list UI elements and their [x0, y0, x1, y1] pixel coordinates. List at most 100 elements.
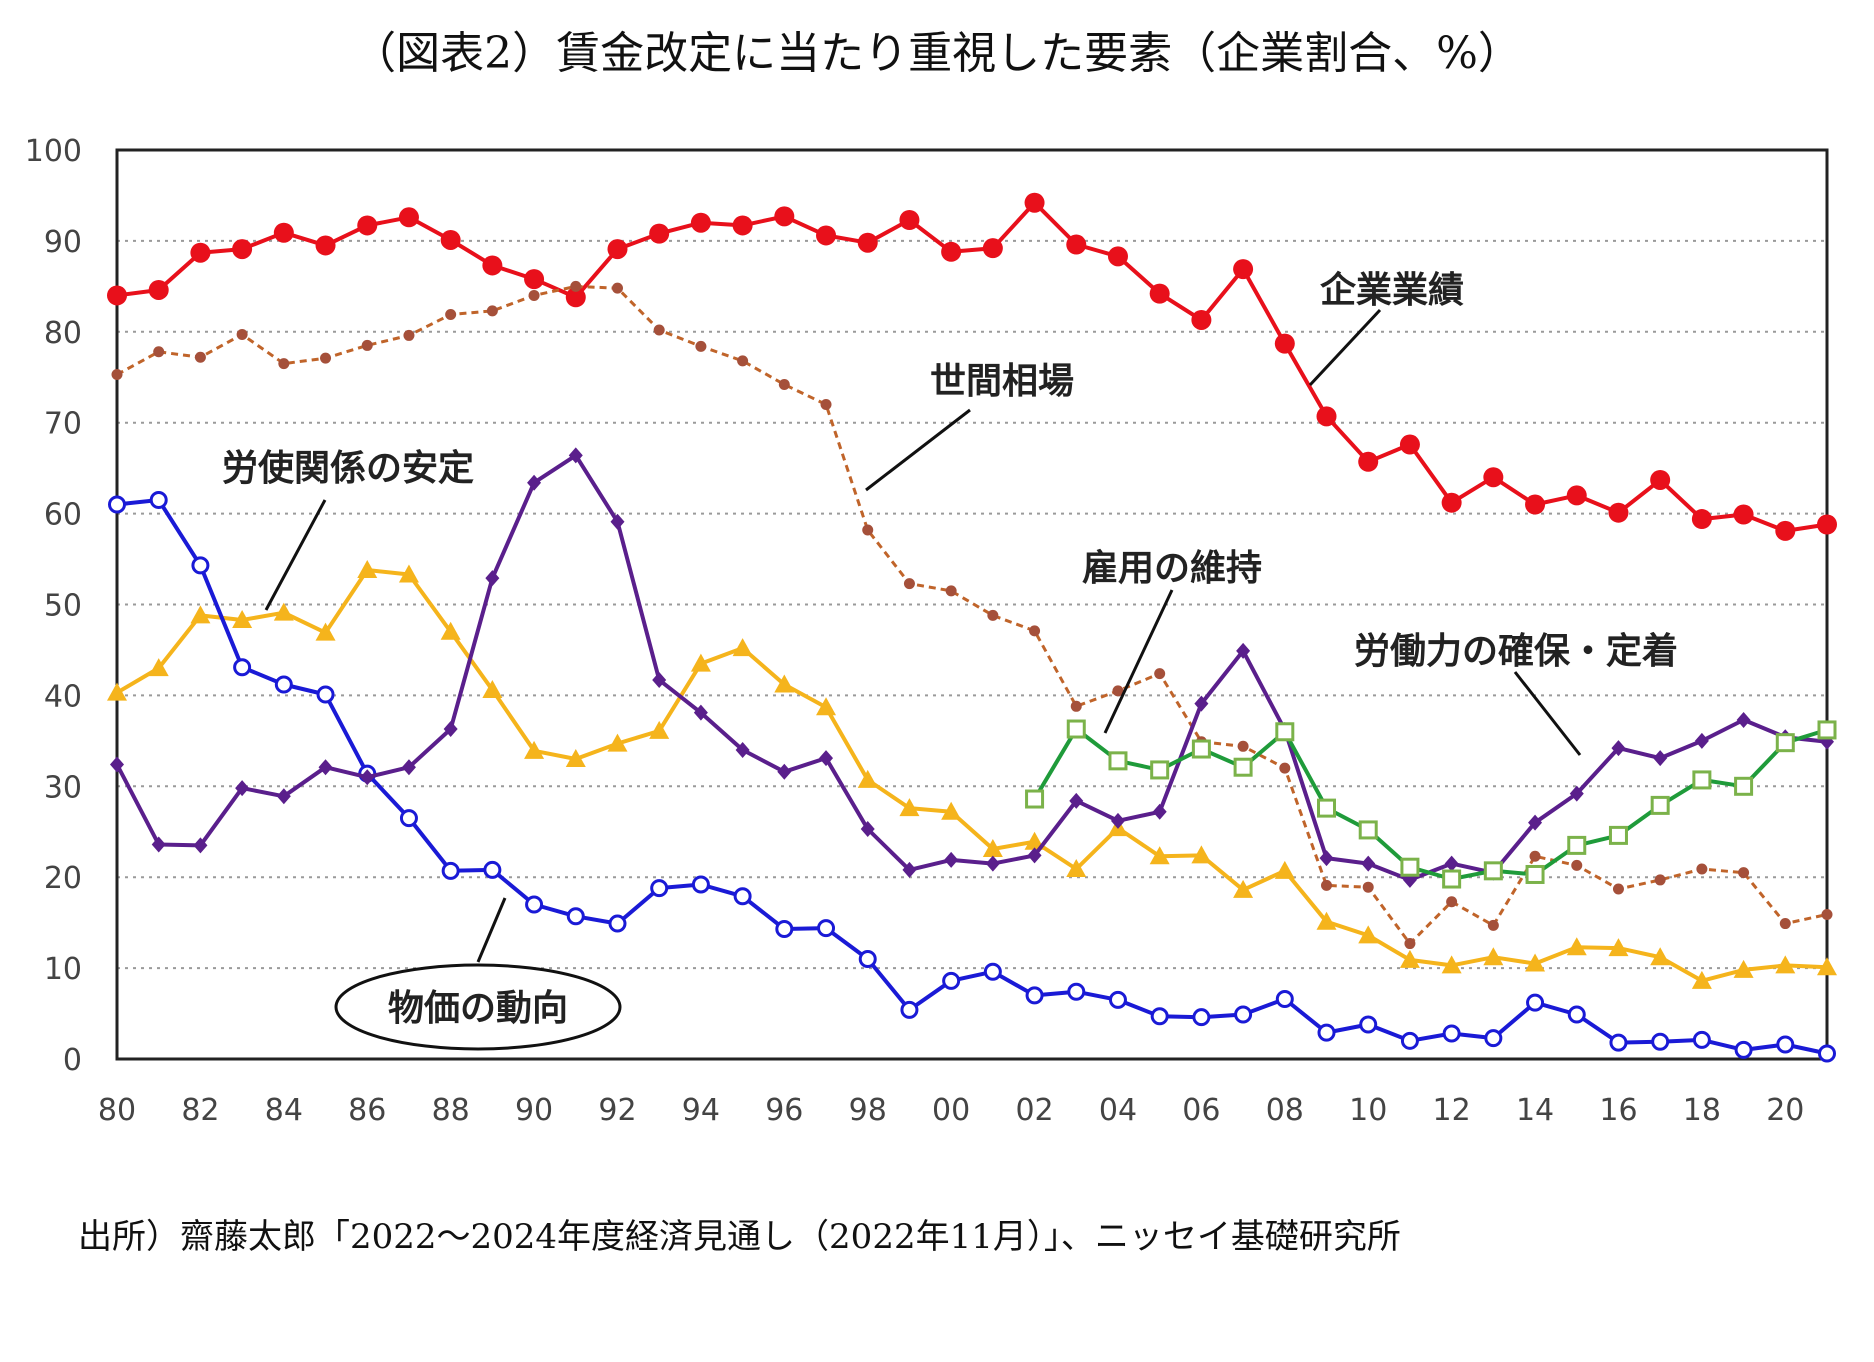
data-point [1317, 1023, 1336, 1042]
data-point [1321, 879, 1333, 891]
x-tick-label: 00 [932, 1093, 970, 1128]
data-point [1651, 1032, 1670, 1051]
x-tick-label: 18 [1683, 1093, 1721, 1128]
series-3 [108, 490, 1836, 1063]
data-point [193, 837, 208, 854]
data-point [1733, 504, 1754, 525]
data-point [276, 788, 291, 805]
data-point [278, 358, 290, 370]
x-tick-label: 06 [1182, 1093, 1220, 1128]
data-point [1650, 795, 1670, 815]
data-point [1525, 953, 1546, 972]
data-point [107, 285, 127, 306]
data-point [318, 759, 333, 776]
leader-line-kigyo-gyoseki [1308, 308, 1382, 387]
data-point [528, 289, 540, 301]
data-point [1108, 751, 1128, 771]
data-point [816, 225, 837, 246]
data-point [1399, 949, 1420, 968]
data-point [1733, 959, 1754, 978]
data-point [1194, 695, 1209, 712]
data-point [1441, 955, 1462, 974]
data-point [1650, 469, 1671, 490]
data-point [985, 855, 1000, 872]
data-point [816, 697, 837, 716]
x-tick-label: 10 [1349, 1093, 1387, 1128]
label-roshi-kankei: 労使関係の安定 [222, 448, 474, 489]
data-point [1070, 700, 1082, 712]
data-point [1275, 990, 1294, 1009]
data-point [357, 215, 378, 236]
data-point [233, 658, 252, 677]
data-point [1775, 520, 1796, 541]
data-point [1279, 762, 1291, 774]
data-point [1316, 911, 1337, 930]
label-bukka: 物価の動向 [388, 988, 568, 1029]
data-point [1817, 720, 1837, 740]
data-point [649, 720, 670, 739]
data-point [1691, 509, 1712, 530]
data-point [111, 369, 123, 381]
data-point [1112, 685, 1124, 697]
data-point [1024, 831, 1045, 850]
data-point [1529, 850, 1541, 862]
data-point [774, 206, 795, 227]
data-point [1110, 812, 1125, 829]
data-point [1069, 792, 1084, 809]
data-point [857, 769, 878, 788]
data-point [862, 524, 874, 536]
data-point [1442, 1024, 1461, 1043]
x-tick-label: 98 [849, 1093, 887, 1128]
label-rodoryoku: 労働力の確保・定着 [1354, 631, 1678, 672]
data-point [1400, 857, 1420, 877]
data-point [649, 223, 670, 244]
bukka-label-ellipse [334, 963, 622, 1051]
data-point [695, 340, 707, 352]
data-point [982, 238, 1003, 259]
data-point [1483, 947, 1504, 966]
data-point [1108, 990, 1127, 1009]
data-point [1736, 711, 1751, 728]
data-point [440, 229, 461, 250]
data-point [652, 671, 667, 688]
data-point [1316, 406, 1337, 427]
data-point [1567, 1005, 1586, 1024]
data-point [232, 239, 253, 260]
series-line [1032, 727, 1828, 881]
y-tick-label: 40 [44, 679, 82, 714]
x-tick-label: 84 [265, 1093, 303, 1128]
x-tick-label: 20 [1766, 1093, 1804, 1128]
series-0 [107, 192, 1837, 541]
data-point [1528, 814, 1543, 831]
data-point [315, 235, 336, 256]
data-point [1444, 855, 1459, 872]
data-point [273, 602, 294, 621]
data-point [1650, 947, 1671, 966]
data-point [735, 741, 750, 758]
data-point [1487, 919, 1499, 931]
data-point [443, 721, 458, 738]
data-point [1776, 1035, 1795, 1054]
data-point [777, 763, 792, 780]
data-point [1319, 850, 1334, 867]
data-point [653, 324, 665, 336]
data-point [1779, 918, 1791, 930]
x-tick-label: 82 [181, 1093, 219, 1128]
data-point [733, 887, 752, 906]
data-point [151, 836, 166, 853]
data-point [1525, 864, 1545, 884]
data-point [1358, 451, 1379, 472]
x-tick-label: 04 [1099, 1093, 1137, 1128]
data-point [983, 962, 1002, 981]
series-5 [1025, 719, 1837, 889]
leader-line-seken-soba [865, 408, 971, 492]
data-point [1233, 879, 1254, 898]
data-point [399, 809, 418, 828]
data-point [902, 861, 917, 878]
data-point [1446, 896, 1458, 908]
data-point [1149, 846, 1170, 865]
data-point [315, 622, 336, 641]
data-point [1654, 874, 1666, 886]
data-point [1024, 192, 1045, 213]
data-point [1067, 982, 1086, 1001]
